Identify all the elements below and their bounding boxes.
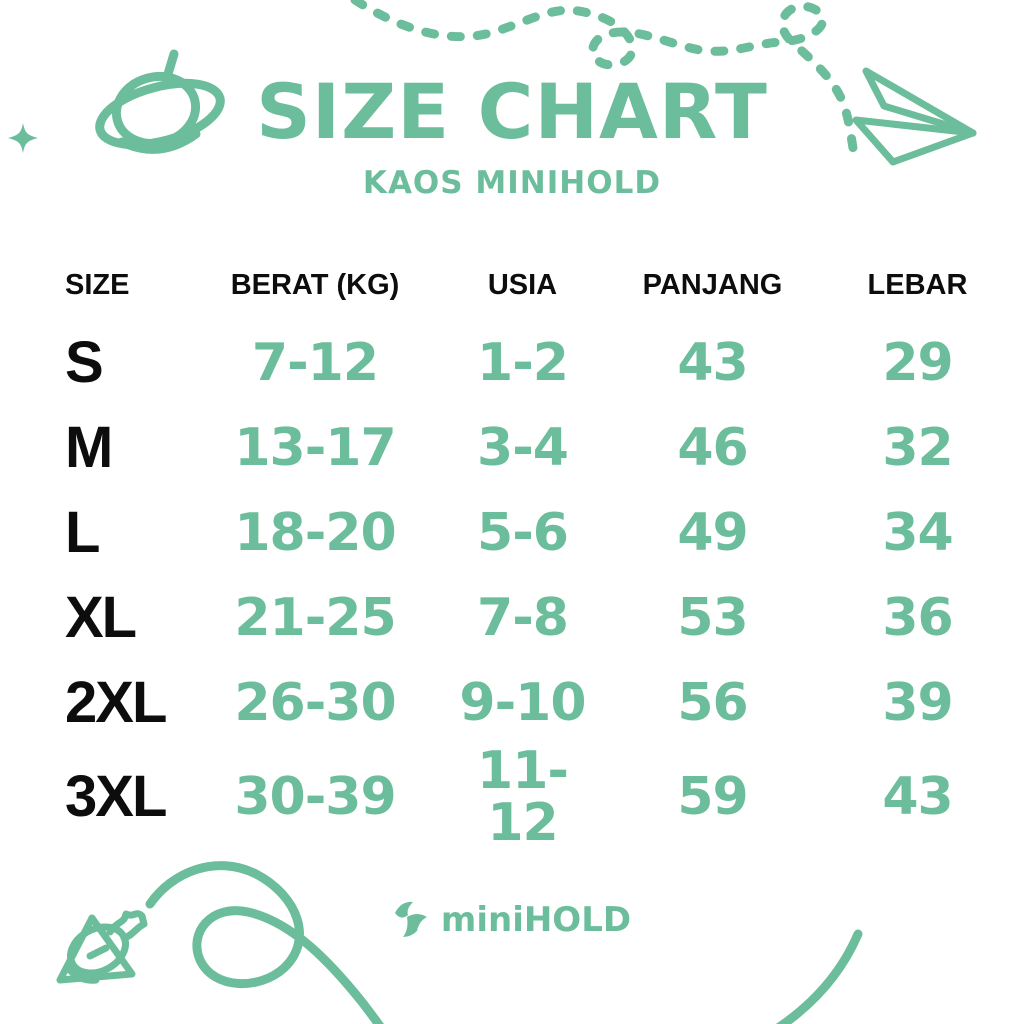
panjang-value: 56	[677, 672, 748, 733]
berat-value: 30-39	[234, 767, 396, 827]
column-header-lebar: LEBAR	[867, 268, 968, 301]
size-label: 2XL	[65, 669, 167, 735]
panjang-value: 59	[677, 767, 748, 827]
table-row: S 7-12 1-2 43 29	[65, 320, 1010, 405]
lebar-value: 32	[882, 417, 953, 478]
usia-value: 11-12	[477, 741, 569, 853]
lebar-value: 43	[882, 767, 953, 827]
table-header-row: SIZE BERAT (KG) USIA PANJANG LEBAR	[65, 262, 1010, 308]
column-header-panjang: PANJANG	[642, 268, 783, 301]
usia-value: 9-10	[459, 672, 586, 733]
berat-value: 26-30	[234, 672, 396, 733]
panjang-value: 53	[677, 587, 748, 648]
table-row: M 13-17 3-4 46 32	[65, 405, 1010, 490]
usia-value: 7-8	[477, 587, 569, 648]
table-row: 3XL 30-39 11-12 59 43	[65, 745, 1010, 849]
size-label: 3XL	[65, 764, 167, 829]
berat-value: 21-25	[234, 587, 396, 648]
column-header-size: SIZE	[65, 268, 130, 301]
page-title: SIZE CHART	[256, 67, 768, 156]
berat-value: 7-12	[251, 332, 379, 393]
bird-logo-icon	[394, 901, 427, 937]
size-chart-table: SIZE BERAT (KG) USIA PANJANG LEBAR S 7-1…	[65, 262, 1010, 850]
panjang-value: 46	[677, 417, 748, 478]
lebar-value: 36	[882, 587, 953, 648]
usia-value: 1-2	[477, 332, 569, 393]
size-label: S	[65, 329, 104, 395]
lebar-value: 34	[882, 502, 953, 563]
lebar-value: 29	[882, 332, 953, 393]
lebar-value: 39	[882, 672, 953, 733]
usia-value: 3-4	[477, 417, 569, 478]
brand-name: miniHOLD	[440, 900, 632, 940]
size-label: M	[65, 414, 113, 480]
usia-value: 5-6	[477, 502, 569, 563]
table-body: S 7-12 1-2 43 29 M 13-17 3-4 46 32 L 18-…	[65, 320, 1010, 849]
panjang-value: 49	[677, 502, 748, 563]
panjang-value: 43	[677, 332, 748, 393]
size-label: L	[65, 499, 100, 565]
berat-value: 13-17	[234, 417, 396, 478]
column-header-berat: BERAT (KG)	[230, 268, 400, 301]
size-label: XL	[65, 584, 137, 650]
brand-logo: miniHOLD	[0, 898, 1024, 942]
table-row: XL 21-25 7-8 53 36	[65, 575, 1010, 660]
table-row: 2XL 26-30 9-10 56 39	[65, 660, 1010, 745]
column-header-usia: USIA	[487, 268, 558, 301]
page-subtitle: KAOS MINIHOLD	[362, 165, 662, 201]
berat-value: 18-20	[234, 502, 396, 563]
table-row: L 18-20 5-6 49 34	[65, 490, 1010, 575]
